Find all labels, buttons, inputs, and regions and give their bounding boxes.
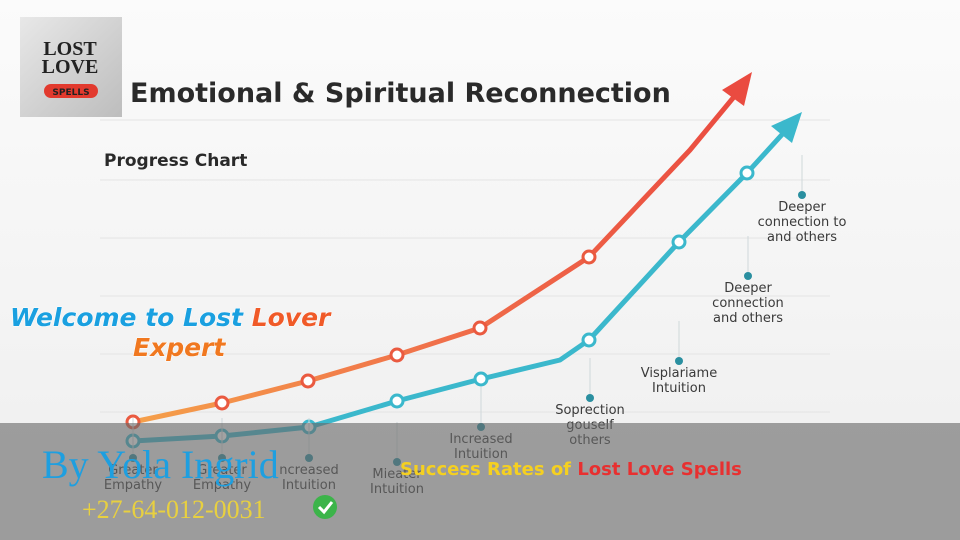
red-line <box>132 90 740 425</box>
logo-badge-text: SPELLS <box>52 88 89 98</box>
subtitle: Progress Chart <box>104 151 247 171</box>
label-line: connection <box>712 296 784 311</box>
welcome-text: Welcome to Lost <box>10 303 244 332</box>
label-dot <box>798 191 806 199</box>
red-arrow <box>722 72 752 106</box>
promo: Success Rates of Lost Love Spells <box>400 459 742 480</box>
author: By Yola Ingrid <box>42 442 279 487</box>
label-line: Visplariame <box>641 366 717 381</box>
label-line: and others <box>713 311 783 326</box>
logo-text: LOST <box>43 38 97 60</box>
label-line: and others <box>767 230 837 245</box>
welcome-highlight: Lover <box>252 303 332 332</box>
title: Emotional & Spiritual Reconnection <box>130 78 671 109</box>
check-icon <box>313 495 337 519</box>
welcome: Welcome to Lost Lover <box>10 303 332 332</box>
label-dot <box>744 272 752 280</box>
blue-arrow <box>771 112 802 143</box>
label-line: Deeper <box>724 281 772 296</box>
point-label: Deeper connection to and others <box>758 200 847 245</box>
grid <box>100 119 830 413</box>
label-line: connection to <box>758 215 847 230</box>
overlay-band <box>0 423 960 540</box>
promo-text: Success Rates of <box>400 459 571 480</box>
logo-box <box>20 17 122 117</box>
label-line: Soprection <box>555 403 625 418</box>
label-line: Deeper <box>778 200 826 215</box>
logo-text: LOVE <box>42 56 99 78</box>
label-line: Intuition <box>652 381 706 396</box>
check-mark <box>317 501 334 515</box>
label-dot <box>586 394 594 402</box>
point-label: Deeper connection and others <box>712 281 784 326</box>
phone: +27-64-012-0031 <box>82 495 266 524</box>
point-label: Visplariame Intuition <box>641 366 717 396</box>
promo-highlight: Lost Love Spells <box>577 459 742 480</box>
label-dot <box>675 357 683 365</box>
welcome-line2: Expert <box>133 333 226 362</box>
logo-badge <box>44 84 98 98</box>
